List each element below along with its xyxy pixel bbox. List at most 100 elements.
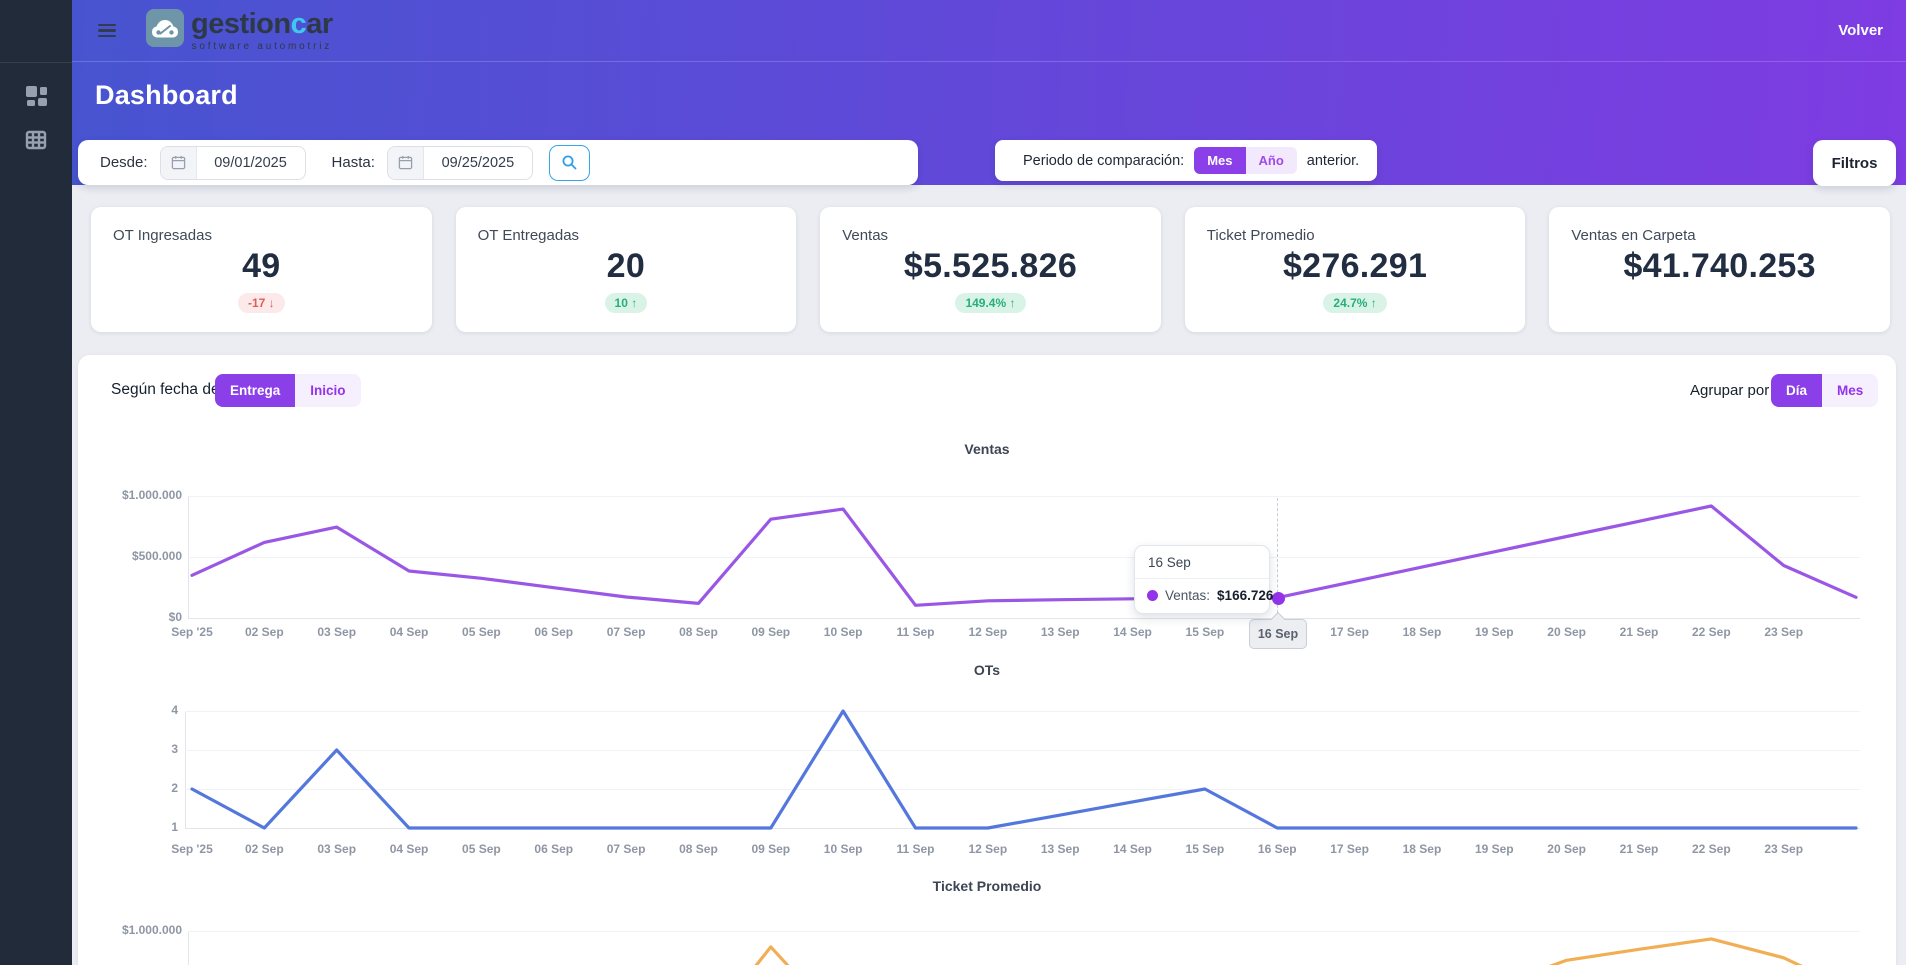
- ventas-x-axis-label: 03 Sep: [317, 625, 357, 639]
- ots-grid-line: [185, 789, 1860, 790]
- ots-grid-line: [185, 828, 1860, 829]
- date-basis-label: Según fecha de: [111, 381, 220, 398]
- charts-panel: Ticket Promedio OTs Ventas Según fecha de …: [78, 355, 1896, 965]
- ticket_promedio-series-line: [754, 937, 1803, 965]
- ots-x-axis-label: 04 Sep: [389, 842, 429, 856]
- kpi-value: $41.740.253: [1623, 247, 1816, 285]
- kpi-label: Ventas: [842, 227, 889, 244]
- tooltip-date: 16 Sep: [1135, 546, 1269, 579]
- ots-line-chart[interactable]: [78, 355, 1896, 965]
- kpi-trend-badge: 10 ↑: [604, 293, 648, 313]
- ots-x-axis-label: 11 Sep: [896, 842, 935, 856]
- ots-x-axis-label: 10 Sep: [823, 842, 863, 856]
- kpi-value: $5.525.826: [903, 247, 1078, 285]
- group-by-dia[interactable]: Día: [1771, 374, 1823, 407]
- hovered-point-marker: [1271, 591, 1285, 605]
- chart-title-ots: OTs: [973, 662, 1001, 678]
- ticket_promedio-grid-line: [188, 931, 1860, 932]
- ots-x-axis-label: 18 Sep: [1402, 842, 1442, 856]
- kpi-trend-badge: -17 ↓: [237, 293, 285, 313]
- menu-icon[interactable]: [98, 23, 116, 38]
- kpi-trend-badge: 24.7% ↑: [1323, 293, 1387, 313]
- kpi-value: 20: [606, 247, 646, 285]
- ventas-grid-line: [188, 618, 1860, 619]
- ots-x-axis-label: 03 Sep: [317, 842, 357, 856]
- ventas-y-axis-label: $500.000: [131, 549, 182, 563]
- ticket_promedio-line-chart[interactable]: [78, 355, 1896, 965]
- kpi-label: OT Ingresadas: [113, 227, 212, 244]
- comparison-option-mes[interactable]: Mes: [1194, 147, 1246, 174]
- ventas-x-axis-label: 06 Sep: [534, 625, 574, 639]
- chart-title-ticket_promedio: Ticket Promedio: [932, 878, 1042, 894]
- ventas-x-axis-label: 09 Sep: [751, 625, 791, 639]
- from-date-input[interactable]: 09/01/2025: [159, 145, 306, 180]
- ventas-grid-line: [188, 557, 1860, 558]
- ots-x-axis-label: 02 Sep: [244, 842, 284, 856]
- ventas-series-line: [190, 504, 1858, 607]
- to-date-input[interactable]: 09/25/2025: [386, 145, 533, 180]
- ventas-x-axis-label: 02 Sep: [244, 625, 284, 639]
- ots-x-axis-label: 08 Sep: [679, 842, 718, 856]
- app-logo[interactable]: gestioncar software automotriz: [146, 8, 333, 53]
- ventas-x-axis-label: 17 Sep: [1330, 625, 1369, 639]
- ventas-x-axis-label: 20 Sep: [1547, 625, 1586, 639]
- ventas-x-axis-label: 21 Sep: [1619, 625, 1659, 639]
- ticket_promedio-y-axis-line: [188, 931, 189, 965]
- date-basis-inicio[interactable]: Inicio: [295, 374, 361, 407]
- group-by-toggle: Día Mes: [1771, 374, 1879, 407]
- back-link[interactable]: Volver: [1838, 22, 1883, 39]
- top-bar: gestioncar software automotriz Volver: [72, 0, 1906, 62]
- ots-x-axis-label: 12 Sep: [968, 842, 1008, 856]
- ots-x-axis-label: 16 Sep: [1257, 842, 1297, 856]
- ots-y-axis-label: 4: [171, 703, 178, 717]
- to-label: Hasta:: [331, 154, 375, 171]
- ventas-x-axis-label: 04 Sep: [389, 625, 429, 639]
- tooltip-value: $166.726: [1217, 588, 1274, 603]
- ots-x-axis-label: 06 Sep: [534, 842, 574, 856]
- search-icon: [562, 155, 577, 170]
- ventas-x-axis-label: 11 Sep: [896, 625, 935, 639]
- ventas-grid-line: [188, 496, 1860, 497]
- kpi-value: $276.291: [1282, 247, 1428, 285]
- ots-x-axis-label: 19 Sep: [1474, 842, 1514, 856]
- comparison-option-ano[interactable]: Año: [1245, 147, 1297, 174]
- ventas-x-axis-label: 15 Sep: [1185, 625, 1225, 639]
- dashboard-icon[interactable]: [22, 82, 50, 110]
- tooltip-series-dot: [1147, 590, 1158, 601]
- ventas-x-axis-label: 19 Sep: [1474, 625, 1514, 639]
- tooltip-body: Ventas: $166.726: [1135, 579, 1273, 613]
- kpi-label: Ventas en Carpeta: [1571, 227, 1696, 244]
- kpi-card-ot-entregadas: OT Entregadas 20 10 ↑: [455, 207, 797, 332]
- date-basis-entrega[interactable]: Entrega: [215, 374, 296, 407]
- ots-x-axis-label: 14 Sep: [1113, 842, 1152, 856]
- comparison-card: Periodo de comparación: Mes Año anterior…: [995, 140, 1377, 181]
- ots-grid-line: [185, 711, 1860, 712]
- ots-x-axis-label: 17 Sep: [1330, 842, 1369, 856]
- group-by-mes[interactable]: Mes: [1822, 374, 1879, 407]
- date-filter-bar: Desde: 09/01/2025 Hasta: 09/25/2025: [78, 140, 918, 185]
- hover-crosshair-line: [1277, 498, 1278, 618]
- ventas-x-axis-label: 10 Sep: [823, 625, 863, 639]
- brand-subtitle: software automotriz: [191, 41, 333, 53]
- from-label: Desde:: [100, 154, 148, 171]
- ots-y-axis-label: 1: [171, 820, 178, 834]
- page-title: Dashboard: [95, 80, 238, 110]
- ticket_promedio-y-axis-label: $1.000.000: [121, 923, 182, 937]
- ots-series-line: [190, 709, 1858, 830]
- ventas-x-axis-label: 07 Sep: [606, 625, 646, 639]
- table-icon[interactable]: [22, 126, 50, 154]
- ventas-x-axis-label: 12 Sep: [968, 625, 1008, 639]
- comparison-suffix: anterior.: [1306, 152, 1360, 169]
- ots-x-axis-label: Sep '25: [171, 842, 213, 856]
- search-button[interactable]: [548, 144, 590, 181]
- ots-x-axis-label: 13 Sep: [1040, 842, 1080, 856]
- filters-button[interactable]: Filtros: [1813, 140, 1896, 186]
- ots-y-axis-line: [185, 711, 186, 828]
- ots-x-axis-label: 23 Sep: [1764, 842, 1804, 856]
- kpi-card-ot-ingresadas: OT Ingresadas 49 -17 ↓: [91, 207, 432, 332]
- kpi-trend-badge: 149.4% ↑: [955, 293, 1026, 313]
- ots-x-axis-label: 05 Sep: [462, 842, 501, 856]
- logo-text: gestioncar software automotriz: [191, 8, 333, 53]
- comparison-label: Periodo de comparación:: [1023, 152, 1185, 169]
- ventas-line-chart[interactable]: [78, 355, 1896, 965]
